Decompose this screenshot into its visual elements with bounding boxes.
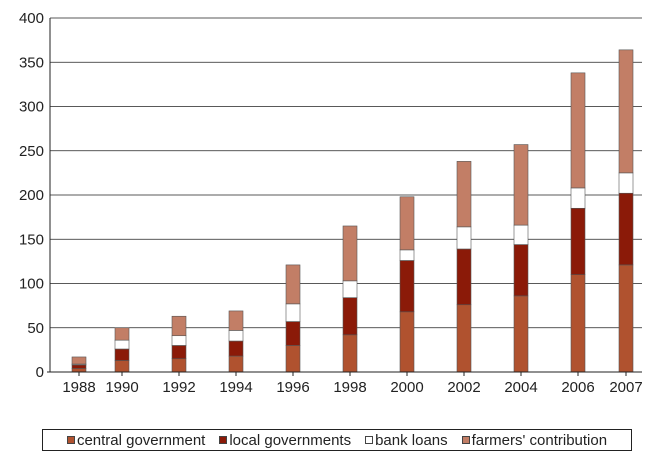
bar-segment	[72, 368, 86, 372]
x-tick-label: 1996	[276, 379, 309, 396]
bar-segment	[115, 328, 129, 340]
bar-segment	[400, 250, 414, 261]
y-tick-label: 50	[27, 320, 44, 337]
bar-segment	[619, 193, 633, 265]
bar-segment	[343, 281, 357, 298]
bar-segment	[619, 265, 633, 372]
bar-segment	[400, 197, 414, 250]
bar-segment	[571, 208, 585, 274]
x-tick-label: 2002	[447, 379, 480, 396]
bar-segment	[72, 365, 86, 369]
legend-item-farmers-contribution: farmers' contribution	[462, 432, 607, 449]
legend-swatch	[365, 436, 373, 444]
legend-swatch	[219, 436, 227, 444]
y-tick-label: 100	[19, 276, 44, 293]
bar-segment	[286, 265, 300, 304]
x-tick-label: 1988	[62, 379, 95, 396]
legend-label: local governments	[229, 432, 351, 449]
legend-swatch	[462, 436, 470, 444]
bar-segment	[115, 349, 129, 361]
bar-segment	[172, 345, 186, 358]
bar-segment	[229, 330, 243, 341]
y-tick-label: 300	[19, 99, 44, 116]
bar-segment	[457, 249, 471, 305]
bar-segment	[619, 50, 633, 173]
bar-segment	[514, 145, 528, 226]
x-tick-label: 2000	[390, 379, 423, 396]
legend-item-central-government: central government	[67, 432, 205, 449]
bar-segment	[343, 298, 357, 335]
bar-segment	[514, 225, 528, 244]
bar-segment	[619, 173, 633, 193]
y-axis-tick-labels: 0 50 100 150 200 250 300 350 400	[19, 10, 44, 381]
bar-segment	[229, 341, 243, 356]
bar-segment	[571, 73, 585, 188]
y-tick-label: 350	[19, 54, 44, 71]
y-tick-label: 250	[19, 143, 44, 160]
y-tick-label: 400	[19, 10, 44, 27]
bar-segment	[571, 188, 585, 208]
x-tick-label: 2006	[561, 379, 594, 396]
bar-segment	[229, 311, 243, 330]
bar-segment	[343, 335, 357, 372]
bars	[72, 50, 633, 372]
legend-label: farmers' contribution	[472, 432, 607, 449]
bar-segment	[343, 226, 357, 281]
bar-segment	[115, 340, 129, 349]
bar-segment	[172, 336, 186, 346]
bar-segment	[286, 345, 300, 372]
bar-segment	[400, 312, 414, 372]
bar-segment	[286, 322, 300, 346]
bar-segment	[457, 161, 471, 226]
legend: central government local governments ban…	[42, 429, 632, 451]
x-tick-label: 2007	[609, 379, 642, 396]
legend-item-bank-loans: bank loans	[365, 432, 448, 449]
bar-segment	[115, 360, 129, 372]
x-tick-label: 1990	[105, 379, 138, 396]
y-tick-label: 200	[19, 187, 44, 204]
bar-segment	[172, 316, 186, 335]
bar-segment	[72, 357, 86, 364]
y-tick-label: 150	[19, 231, 44, 248]
bar-segment	[400, 260, 414, 311]
bar-segment	[514, 245, 528, 296]
bar-segment	[457, 305, 471, 372]
x-tick-label: 1992	[162, 379, 195, 396]
bar-segment	[286, 304, 300, 322]
legend-label: bank loans	[375, 432, 448, 449]
x-axis-tick-labels: 1988 1990 1992 1994 1996 1998 2000 2002 2004 2006…	[62, 372, 642, 396]
x-tick-label: 1994	[219, 379, 252, 396]
bar-segment	[172, 359, 186, 372]
bar-segment	[514, 296, 528, 372]
bar-segment	[229, 356, 243, 372]
legend-item-local-governments: local governments	[219, 432, 351, 449]
legend-label: central government	[77, 432, 205, 449]
x-tick-label: 1998	[333, 379, 366, 396]
x-tick-label: 2004	[504, 379, 537, 396]
y-tick-label: 0	[36, 364, 44, 381]
bar-segment	[457, 227, 471, 249]
bar-segment	[571, 275, 585, 372]
legend-swatch	[67, 436, 75, 444]
